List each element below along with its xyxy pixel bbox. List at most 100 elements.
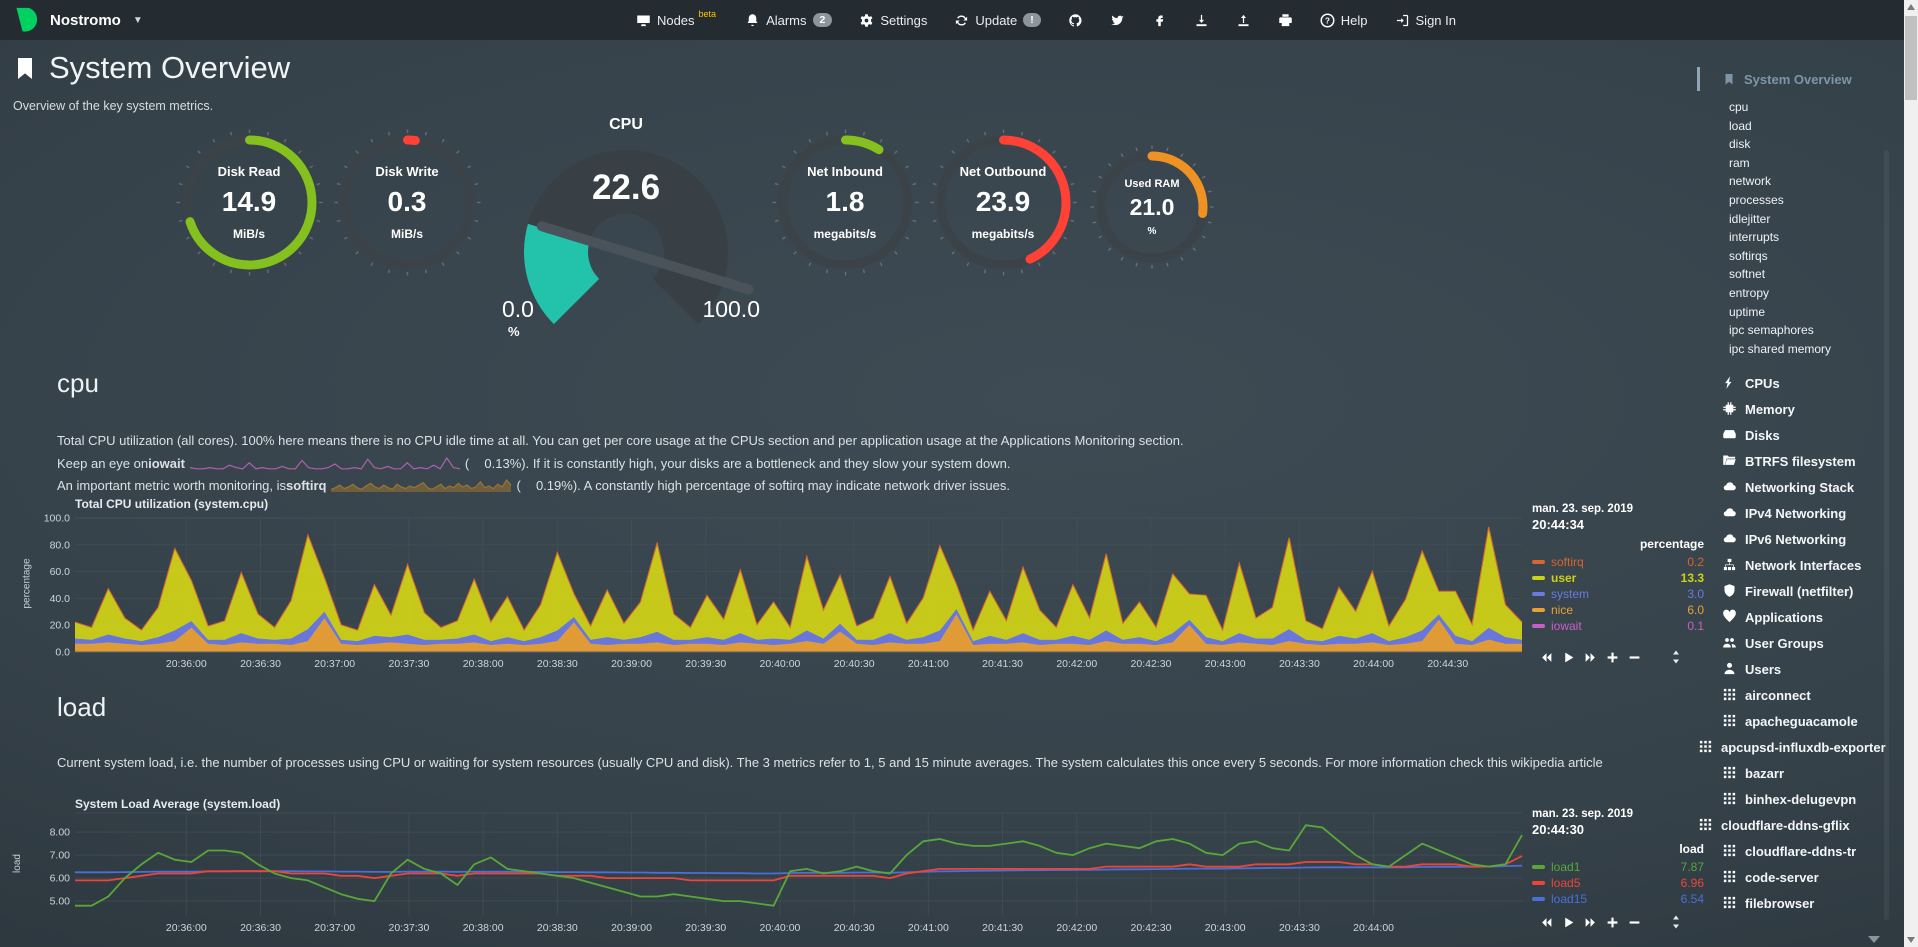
gauge-net-outbound[interactable]: Net Outbound 23.9 megabits/s	[924, 112, 1082, 279]
legend-row-load15[interactable]: load15 6.54	[1532, 891, 1704, 907]
browser-scrollbar[interactable]	[1904, 0, 1918, 947]
sidebar-item-networking-stack[interactable]: Networking Stack	[1690, 474, 1904, 500]
load-chart-controls	[1540, 916, 1641, 934]
sidebar-item-cloudflare-ddns-tr[interactable]: cloudflare-ddns-tr	[1690, 838, 1904, 864]
facebook-icon	[1156, 15, 1164, 26]
nav-settings[interactable]: Settings	[859, 13, 927, 28]
legend-row-softirq[interactable]: softirq 0.2	[1532, 554, 1704, 570]
gauge-cpu-meter[interactable]: CPU 22.6 0.0 100.0%	[486, 112, 766, 339]
sidebar-item-disk[interactable]: disk	[1729, 137, 1751, 152]
load-chart-resize-handle[interactable]	[1670, 915, 1682, 934]
memory-icon	[1723, 402, 1736, 416]
nav-alarms[interactable]: Alarms 2	[745, 13, 833, 28]
gauge-disk-write[interactable]: Disk Write 0.3 MiB/s	[328, 112, 486, 279]
scroll-down-icon[interactable]	[1907, 937, 1915, 943]
sidebar-item-ipc-shared-memory[interactable]: ipc shared memory	[1729, 341, 1832, 356]
minus-button[interactable]	[1628, 916, 1641, 934]
sidebar-item-cloudflare-ddns-gflix[interactable]: cloudflare-ddns-gflix	[1690, 812, 1904, 838]
plus-button[interactable]	[1606, 651, 1619, 669]
cpu-chart-resize-handle[interactable]	[1670, 650, 1682, 669]
sidebar-item-label: IPv4 Networking	[1745, 505, 1847, 521]
nav-update[interactable]: Update!	[954, 13, 1041, 28]
svg-text:20:44:00: 20:44:00	[1353, 658, 1394, 670]
sidebar-item-system-overview[interactable]: System Overview	[1690, 67, 1904, 91]
nav-twitter[interactable]	[1110, 13, 1125, 28]
cpu-description-line2: Keep an eye on iowait ( 0.13% ). If it i…	[57, 452, 1010, 474]
cpu-chart-canvas[interactable]: 20:36:00 20:36:30 20:37:00 20:37:30 20:38:00…	[30, 506, 1530, 676]
gauge-ring	[772, 129, 918, 276]
gauge-net-inbound[interactable]: Net Inbound 1.8 megabits/s	[766, 112, 924, 279]
sidebar-item-ipv4-networking[interactable]: IPv4 Networking	[1690, 500, 1904, 526]
nav-print[interactable]	[1278, 13, 1293, 28]
legend-row-load1[interactable]: load1 7.87	[1532, 859, 1704, 875]
sidebar-item-entropy[interactable]: entropy	[1729, 285, 1770, 300]
skip-back-button[interactable]	[1540, 651, 1553, 669]
legend-row-load5[interactable]: load5 6.96	[1532, 875, 1704, 891]
sidebar-item-idlejitter[interactable]: idlejitter	[1729, 211, 1771, 226]
nav-signin[interactable]: Sign In	[1395, 13, 1456, 28]
sidebar-item-processes[interactable]: processes	[1729, 192, 1784, 207]
legend-row-iowait[interactable]: iowait 0.1	[1532, 618, 1704, 634]
bell-icon	[747, 13, 758, 26]
sidebar-item-btrfs-filesystem[interactable]: BTRFS filesystem	[1690, 448, 1904, 474]
nav-import[interactable]	[1236, 13, 1251, 28]
minus-button[interactable]	[1628, 651, 1641, 669]
sidebar-item-softnet[interactable]: softnet	[1729, 267, 1766, 282]
sidebar-item-disks[interactable]: Disks	[1690, 422, 1904, 448]
gauge-units: MiB/s	[232, 227, 265, 241]
legend-row-user[interactable]: user 13.3	[1532, 570, 1704, 586]
node-selector[interactable]: Nostromo ▼	[0, 5, 143, 35]
sidebar-item-cpu[interactable]: cpu	[1729, 100, 1749, 114]
sidebar-item-ipv6-networking[interactable]: IPv6 Networking	[1690, 526, 1904, 552]
legend-swatch	[1532, 608, 1545, 612]
sidebar-item-users[interactable]: Users	[1690, 656, 1904, 682]
nav-github[interactable]	[1068, 13, 1083, 28]
skip-back-button[interactable]	[1540, 916, 1553, 934]
node-name: Nostromo	[50, 11, 121, 29]
sidebar-item-memory[interactable]: Memory	[1690, 396, 1904, 422]
sidebar-item-network[interactable]: network	[1729, 174, 1772, 189]
skip-forward-button[interactable]	[1584, 916, 1597, 934]
svg-text:20:39:00: 20:39:00	[611, 658, 652, 670]
sidebar-item-code-server[interactable]: code-server	[1690, 864, 1904, 890]
nav-help[interactable]: ? Help	[1320, 13, 1368, 28]
sidebar-item-apacheguacamole[interactable]: apacheguacamole	[1690, 708, 1904, 734]
sidebar-item-airconnect[interactable]: airconnect	[1690, 682, 1904, 708]
sidebar-item-filebrowser[interactable]: filebrowser	[1690, 890, 1904, 916]
gauge-used-ram[interactable]: Used RAM 21.0%	[1082, 112, 1222, 272]
play-button[interactable]	[1562, 651, 1575, 669]
sidebar-item-ipc-semaphores[interactable]: ipc semaphores	[1729, 323, 1814, 338]
sidebar-item-softirqs[interactable]: softirqs	[1729, 248, 1768, 263]
nav-export[interactable]	[1194, 13, 1209, 28]
load-chart-canvas[interactable]: 20:36:00 20:36:30 20:37:00 20:37:30 20:38:00…	[30, 806, 1530, 946]
nav-facebook[interactable]	[1152, 13, 1167, 28]
sidebar-scrollbar[interactable]	[1884, 150, 1889, 920]
sidebar-item-cpus[interactable]: CPUs	[1690, 370, 1904, 396]
legend-series-name: load5	[1551, 876, 1581, 890]
gauge-disk-read[interactable]: Disk Read 14.9 MiB/s	[170, 112, 328, 279]
svg-text:20:38:00: 20:38:00	[463, 658, 504, 670]
sidebar-item-bazarr[interactable]: bazarr	[1690, 760, 1904, 786]
sidebar-item-user-groups[interactable]: User Groups	[1690, 630, 1904, 656]
sidebar-item-interrupts[interactable]: interrupts	[1729, 230, 1780, 245]
skip-forward-button[interactable]	[1584, 651, 1597, 669]
sidebar-scroll-down-icon[interactable]	[1868, 936, 1880, 943]
legend-row-nice[interactable]: nice 6.0	[1532, 602, 1704, 618]
sidebar-item-uptime[interactable]: uptime	[1729, 304, 1766, 319]
legend-row-system[interactable]: system 3.0	[1532, 586, 1704, 602]
sidebar-item-network-interfaces[interactable]: Network Interfaces	[1690, 552, 1904, 578]
nav-nodes[interactable]: Nodes beta	[636, 9, 718, 28]
legend-swatch	[1532, 897, 1545, 901]
scrollbar-thumb[interactable]	[1905, 16, 1917, 100]
sidebar-item-load[interactable]: load	[1729, 118, 1752, 133]
svg-text:80.0: 80.0	[50, 539, 71, 551]
sidebar-item-firewall-netfilter-[interactable]: Firewall (netfilter)	[1690, 578, 1904, 604]
legend-series-value: 13.3	[1680, 571, 1704, 585]
scroll-up-icon[interactable]	[1907, 4, 1915, 10]
sidebar-item-applications[interactable]: Applications	[1690, 604, 1904, 630]
play-button[interactable]	[1562, 916, 1575, 934]
sidebar-item-ram[interactable]: ram	[1729, 155, 1750, 170]
sidebar-item-binhex-delugevpn[interactable]: binhex-delugevpn	[1690, 786, 1904, 812]
sidebar-item-apcupsd-influxdb-exporter[interactable]: apcupsd-influxdb-exporter	[1690, 734, 1904, 760]
plus-button[interactable]	[1606, 916, 1619, 934]
